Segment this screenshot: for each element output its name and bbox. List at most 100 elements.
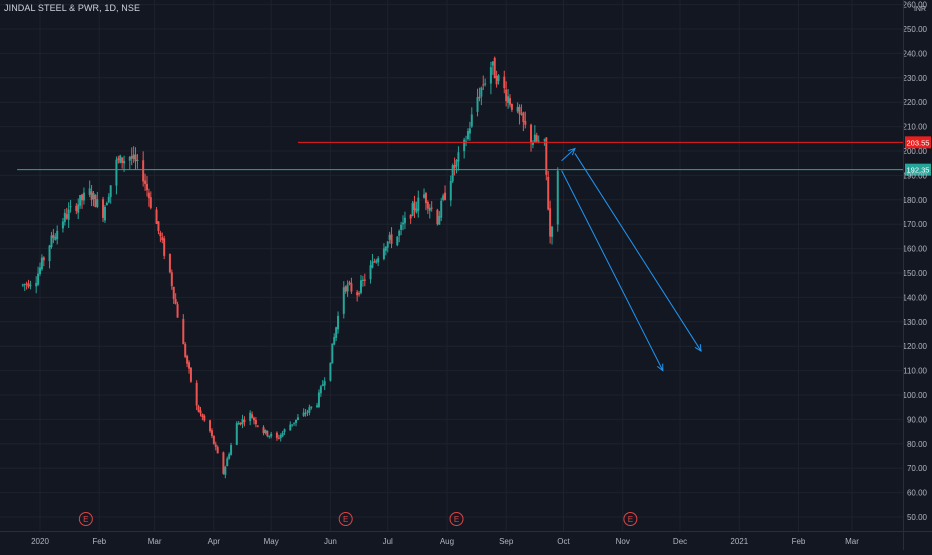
candle-body [155, 209, 158, 224]
price-axis-tick-label: 160.00 [903, 245, 928, 254]
price-axis-tick-label: 60.00 [907, 489, 928, 498]
candle-body [375, 260, 378, 263]
candle-body [132, 154, 135, 159]
candle-body [105, 202, 108, 206]
time-axis-tick-label: Feb [792, 537, 806, 546]
candle-body [333, 336, 336, 345]
candle-body [382, 248, 385, 259]
candle-body [136, 159, 139, 161]
candle-body [50, 235, 53, 247]
candle-body [134, 154, 137, 162]
candle-body [296, 417, 299, 420]
candle-body [482, 84, 485, 86]
currency-label: INR [913, 6, 926, 13]
candle-body [56, 230, 59, 240]
earnings-event-marker [623, 512, 638, 526]
price-axis-tick-label: 120.00 [903, 342, 928, 351]
candle-body [249, 412, 252, 422]
candle-body [449, 180, 452, 201]
candle-body [545, 137, 548, 175]
candle-body [535, 135, 538, 142]
candle-body [48, 245, 51, 262]
candle-body [237, 422, 240, 425]
candle-body [214, 444, 217, 447]
candle-body [520, 113, 523, 115]
price-axis-tick-label: 250.00 [903, 25, 928, 34]
candle-body [369, 265, 372, 280]
candle-body [316, 405, 319, 407]
candle-body [123, 160, 126, 164]
candle-body [128, 157, 131, 161]
candle-body [549, 208, 552, 237]
candle-body [81, 194, 84, 201]
candle-body [543, 139, 546, 141]
candle-body [415, 208, 418, 213]
candle-body [317, 392, 320, 407]
earnings-event-marker [78, 512, 93, 526]
candle-body [94, 194, 97, 208]
candle-body [430, 207, 433, 209]
candle-body [516, 106, 519, 112]
candle-body [115, 159, 118, 186]
price-axis-tick-label: 140.00 [903, 293, 928, 302]
candle-body [403, 217, 406, 224]
candle-body [556, 170, 559, 225]
earnings-event-label: E [454, 515, 459, 524]
candle-body [484, 83, 487, 85]
candle-body [442, 195, 445, 200]
candle-body [199, 410, 202, 414]
projection-arrow-head [568, 147, 576, 156]
candle-body [117, 158, 120, 161]
candle-body [266, 430, 269, 436]
candle-body [25, 283, 28, 285]
candle-body [359, 280, 362, 293]
candle-body [384, 246, 387, 251]
projection-arrow-head [694, 344, 702, 353]
candle-body [279, 435, 282, 439]
candle-body [295, 419, 298, 423]
candle-body [356, 292, 359, 296]
candle-body [29, 284, 32, 286]
symbol-title: JINDAL STEEL & PWR, 1D, NSE [4, 3, 141, 13]
time-axis-tick-label: Apr [208, 537, 221, 546]
earnings-event-marker [449, 512, 464, 526]
candle-body [476, 97, 479, 112]
candle-body [142, 160, 145, 182]
candle-body [130, 156, 133, 159]
candle-body [348, 282, 351, 285]
candle-body [67, 209, 70, 220]
candle-body [147, 192, 150, 199]
candle-body [507, 96, 510, 103]
candle-body [23, 284, 26, 286]
candle-body [209, 420, 212, 432]
candle-body [63, 212, 66, 222]
candle-body [184, 344, 187, 357]
arrow-layer [561, 147, 702, 372]
candle-body [92, 193, 95, 200]
candle-body [61, 221, 64, 229]
candle-body [310, 406, 313, 408]
candle-body [52, 234, 55, 238]
candle-body [197, 406, 200, 412]
candle-body [497, 75, 500, 81]
candle-body [400, 224, 403, 230]
candle-layer [21, 56, 559, 479]
candle-body [69, 206, 72, 208]
candle-body [254, 420, 257, 425]
candle-body [149, 197, 152, 208]
candle-body [40, 257, 43, 270]
candle-body [342, 287, 345, 314]
projection-arrow-line [561, 148, 576, 162]
candle-body [35, 282, 38, 287]
candle-body [216, 447, 219, 454]
candle-body [212, 435, 215, 445]
candle-body [337, 315, 340, 330]
price-axis-tick-label: 100.00 [903, 391, 928, 400]
candle-body [319, 386, 322, 394]
price-axis-tick-label: 190.00 [903, 171, 928, 180]
candle-body [226, 458, 229, 467]
candle-body [270, 433, 273, 437]
